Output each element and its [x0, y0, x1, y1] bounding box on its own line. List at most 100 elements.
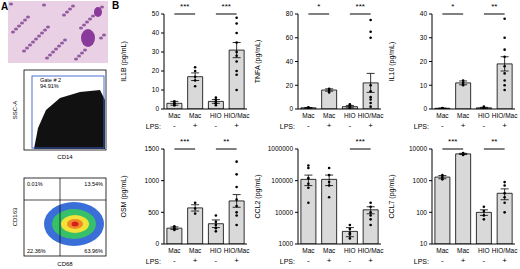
svg-text:A: A — [1, 1, 8, 12]
svg-text:-: - — [441, 256, 444, 265]
svg-text:Mac: Mac — [189, 112, 202, 119]
svg-text:1000000: 1000000 — [268, 145, 294, 152]
svg-text:10: 10 — [152, 86, 160, 93]
svg-text:Mac: Mac — [302, 112, 315, 119]
svg-text:HIO: HIO — [478, 112, 490, 119]
svg-text:-: - — [215, 256, 218, 265]
svg-text:63.96%: 63.96% — [84, 248, 103, 254]
svg-text:10: 10 — [420, 240, 428, 247]
svg-text:Mac: Mac — [436, 112, 449, 119]
svg-text:HIO: HIO — [344, 112, 356, 119]
svg-text:LPS:: LPS: — [414, 258, 429, 265]
svg-text:LPS:: LPS: — [280, 123, 295, 130]
svg-text:50: 50 — [152, 10, 160, 17]
svg-text:94.91%: 94.91% — [40, 83, 59, 89]
svg-text:-: - — [173, 121, 176, 130]
svg-text:***: *** — [222, 2, 231, 11]
svg-text:LPS:: LPS: — [146, 123, 161, 130]
svg-text:0: 0 — [155, 240, 159, 247]
svg-text:10000: 10000 — [275, 209, 293, 216]
svg-text:***: *** — [180, 2, 189, 11]
svg-text:+: + — [327, 121, 332, 130]
svg-text:***: *** — [356, 2, 365, 11]
svg-text:HIO/Mac: HIO/Mac — [492, 112, 518, 119]
svg-text:10000: 10000 — [409, 145, 427, 152]
svg-text:30: 30 — [152, 48, 160, 55]
svg-text:-: - — [307, 256, 310, 265]
svg-text:60: 60 — [286, 34, 294, 41]
svg-text:30: 30 — [420, 34, 428, 41]
svg-text:TNFA (pg/mL): TNFA (pg/mL) — [254, 40, 262, 84]
svg-text:Mac: Mac — [189, 247, 202, 254]
svg-text:40: 40 — [286, 58, 294, 65]
svg-text:***: *** — [180, 137, 189, 146]
svg-text:22.36%: 22.36% — [27, 248, 46, 254]
svg-text:0.01%: 0.01% — [27, 181, 43, 187]
svg-text:10: 10 — [420, 82, 428, 89]
svg-text:IL10 (pg/mL): IL10 (pg/mL) — [388, 42, 396, 82]
svg-text:1500: 1500 — [145, 145, 160, 152]
svg-text:-: - — [349, 256, 352, 265]
svg-text:500: 500 — [148, 209, 159, 216]
svg-text:+: + — [502, 121, 507, 130]
svg-text:+: + — [368, 256, 373, 265]
svg-text:+: + — [368, 121, 373, 130]
svg-text:HIO: HIO — [210, 247, 222, 254]
svg-text:Mac: Mac — [168, 247, 181, 254]
svg-text:0: 0 — [155, 105, 159, 112]
svg-text:+: + — [461, 256, 466, 265]
svg-text:+: + — [502, 256, 507, 265]
svg-text:Mac: Mac — [323, 247, 336, 254]
svg-text:*: * — [317, 2, 320, 11]
svg-text:Mac: Mac — [302, 247, 315, 254]
svg-text:+: + — [234, 256, 239, 265]
svg-text:CD14: CD14 — [57, 154, 73, 160]
svg-text:***: *** — [356, 137, 365, 146]
svg-text:-: - — [307, 121, 310, 130]
svg-text:CD68: CD68 — [57, 261, 73, 267]
svg-text:Mac: Mac — [457, 247, 470, 254]
svg-text:OSM (pg/mL): OSM (pg/mL) — [120, 175, 128, 217]
svg-text:40: 40 — [420, 10, 428, 17]
svg-text:20: 20 — [152, 67, 160, 74]
svg-text:HIO/Mac: HIO/Mac — [358, 112, 384, 119]
svg-text:20: 20 — [420, 58, 428, 65]
svg-text:-: - — [441, 121, 444, 130]
svg-text:80: 80 — [286, 10, 294, 17]
svg-text:CD163: CD163 — [12, 207, 18, 226]
svg-text:+: + — [193, 121, 198, 130]
svg-text:SSC-A: SSC-A — [12, 101, 18, 119]
svg-text:+: + — [461, 121, 466, 130]
svg-text:1000: 1000 — [413, 177, 428, 184]
svg-text:HIO: HIO — [478, 247, 490, 254]
svg-text:Mac: Mac — [323, 112, 336, 119]
svg-text:40: 40 — [152, 29, 160, 36]
svg-text:-: - — [483, 121, 486, 130]
svg-text:20: 20 — [286, 82, 294, 89]
svg-text:-: - — [173, 256, 176, 265]
svg-text:+: + — [234, 121, 239, 130]
svg-text:HIO: HIO — [210, 112, 222, 119]
svg-text:-: - — [215, 121, 218, 130]
svg-text:HIO/Mac: HIO/Mac — [358, 247, 384, 254]
svg-text:HIO: HIO — [344, 247, 356, 254]
svg-text:-: - — [483, 256, 486, 265]
svg-text:Mac: Mac — [168, 112, 181, 119]
svg-text:1000: 1000 — [145, 177, 160, 184]
svg-text:*: * — [451, 2, 454, 11]
svg-text:HIO/Mac: HIO/Mac — [492, 247, 518, 254]
svg-text:CCL7 (pg/mL): CCL7 (pg/mL) — [388, 175, 396, 219]
svg-text:HIO/Mac: HIO/Mac — [224, 112, 250, 119]
svg-text:***: *** — [448, 137, 457, 146]
svg-text:+: + — [193, 256, 198, 265]
svg-text:Mac: Mac — [436, 247, 449, 254]
svg-text:0: 0 — [423, 105, 427, 112]
svg-text:HIO/Mac: HIO/Mac — [224, 247, 250, 254]
svg-text:IL1B (pg/mL): IL1B (pg/mL) — [120, 41, 128, 81]
svg-text:LPS:: LPS: — [414, 123, 429, 130]
svg-text:LPS:: LPS: — [146, 258, 161, 265]
svg-text:1000: 1000 — [279, 240, 294, 247]
svg-text:-: - — [349, 121, 352, 130]
svg-text:**: ** — [223, 137, 229, 146]
svg-text:LPS:: LPS: — [280, 258, 295, 265]
